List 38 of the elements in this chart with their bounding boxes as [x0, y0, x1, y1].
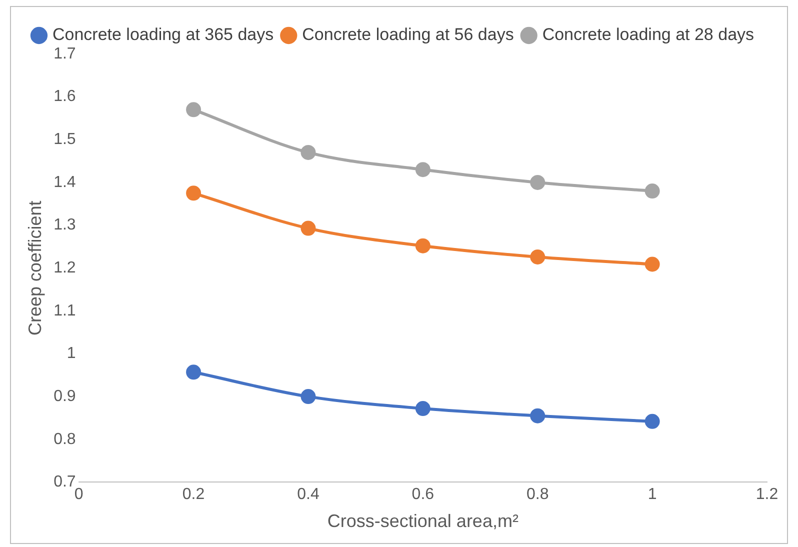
point	[300, 144, 316, 160]
point	[186, 364, 202, 380]
x-tick-label: 0.8	[526, 486, 549, 504]
y-tick-label: 1.3	[54, 216, 76, 234]
legend-label: Concrete loading at 28 days	[542, 25, 754, 44]
x-tick-label: 0.4	[297, 486, 320, 504]
legend-label: Concrete loading at 56 days	[302, 25, 514, 44]
y-tick-label: 1.7	[54, 45, 76, 62]
x-tick-label: 0.2	[182, 486, 205, 504]
point	[530, 174, 546, 190]
y-tick-label: 1	[66, 345, 76, 362]
x-axis-title: Cross-sectional area,m²	[327, 511, 518, 532]
point	[186, 102, 202, 118]
y-tick-label: 0.9	[54, 388, 76, 405]
point	[415, 162, 430, 178]
y-tick-label: 1.5	[54, 131, 76, 148]
legend-label: Concrete loading at 365 days	[52, 25, 274, 44]
y-tick-label: 0.7	[54, 474, 76, 491]
point	[186, 186, 202, 201]
y-tick-label: 1.6	[54, 88, 76, 106]
y-tick-label: 1.4	[54, 174, 76, 191]
y-tick-label: 1.2	[54, 260, 76, 277]
x-tick-label: 0.6	[412, 486, 434, 504]
point	[644, 414, 660, 429]
x-tick-label: 1.2	[756, 486, 778, 504]
y-axis-title: Creep coefficient	[24, 200, 45, 336]
y-tick-label: 0.8	[54, 430, 76, 448]
point	[300, 220, 316, 236]
point	[415, 238, 430, 254]
point	[644, 256, 660, 272]
point	[644, 184, 660, 199]
point	[530, 408, 546, 424]
x-tick-label: 1	[648, 486, 657, 504]
point	[300, 389, 316, 404]
y-tick-label: 1.1	[54, 302, 76, 320]
point	[415, 401, 430, 416]
point	[530, 249, 546, 264]
x-tick-label: 0	[74, 486, 84, 504]
